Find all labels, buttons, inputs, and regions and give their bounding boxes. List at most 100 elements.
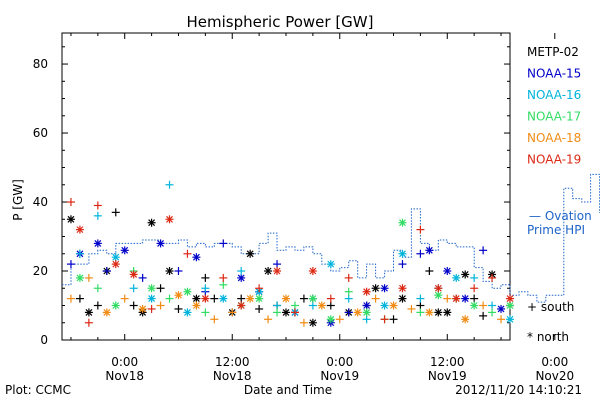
south-point	[219, 280, 228, 289]
south-point	[371, 294, 380, 303]
south-point	[84, 273, 93, 282]
south-point	[497, 315, 506, 324]
north-point	[443, 308, 452, 317]
south-point	[290, 308, 299, 317]
axes: 0204060800:00Nov1812:00Nov180:00Nov1912:…	[33, 32, 574, 383]
south-point	[201, 308, 210, 317]
north-point	[443, 267, 452, 276]
series-noaa-18	[66, 273, 506, 327]
north-point	[147, 284, 156, 293]
ovation-step-line	[62, 173, 600, 303]
x-tick-time: 0:00	[326, 355, 353, 369]
south-point	[237, 294, 246, 303]
north-point	[434, 291, 443, 300]
south-point	[299, 318, 308, 327]
legend-ovation-label: — Ovation	[529, 209, 592, 223]
south-point	[407, 304, 416, 313]
north-point	[192, 294, 201, 303]
south-point	[93, 284, 102, 293]
y-axis-label: P [GW]	[11, 179, 25, 221]
series-noaa-16	[75, 180, 514, 324]
south-point	[165, 294, 174, 303]
data-points	[66, 180, 514, 327]
north-point	[308, 294, 317, 303]
south-point	[174, 267, 183, 276]
south-point	[479, 301, 488, 310]
south-point	[255, 304, 264, 313]
south-point	[66, 294, 75, 303]
footer-timestamp: 2012/11/20 14:10:21	[455, 383, 582, 397]
north-point	[353, 308, 362, 317]
south-point	[201, 284, 210, 293]
south-point	[75, 249, 84, 258]
south-point	[84, 318, 93, 327]
south-point	[228, 308, 237, 317]
y-tick-label: 80	[33, 57, 48, 71]
footer-plot-source: Plot: CCMC	[5, 383, 71, 397]
legend-series-label: NOAA-18	[527, 131, 581, 145]
north-point	[219, 294, 228, 303]
y-tick-label: 40	[33, 195, 48, 209]
south-point	[344, 308, 353, 317]
north-point	[66, 215, 75, 224]
legend-series-label: NOAA-17	[527, 110, 581, 124]
north-point	[246, 249, 255, 258]
south-point	[416, 225, 425, 234]
south-point	[264, 315, 273, 324]
south-point	[416, 294, 425, 303]
south-point	[66, 260, 75, 269]
north-point	[120, 246, 129, 255]
south-point	[488, 301, 497, 310]
south-point	[75, 294, 84, 303]
north-point	[434, 308, 443, 317]
north-point	[461, 270, 470, 279]
south-point	[273, 308, 282, 317]
north-point	[174, 291, 183, 300]
south-point	[479, 311, 488, 320]
north-point	[506, 315, 514, 324]
south-point	[138, 273, 147, 282]
south-point	[174, 304, 183, 313]
legend-series-label: NOAA-16	[527, 88, 581, 102]
x-tick-date: Nov19	[428, 369, 467, 383]
south-point	[120, 294, 129, 303]
north-point	[183, 287, 192, 296]
north-point	[398, 294, 407, 303]
south-point	[470, 294, 479, 303]
north-point	[111, 260, 120, 269]
south-point	[416, 301, 425, 310]
north-point	[398, 218, 407, 227]
south-point	[129, 284, 138, 293]
legend-ovation-label: Prime HPI	[527, 223, 585, 237]
north-point	[461, 294, 470, 303]
south-point	[93, 301, 102, 310]
north-point	[506, 301, 514, 310]
south-point	[102, 267, 111, 276]
legend: METP-02 NOAA-15 NOAA-16 NOAA-17 NOAA-18 NOAA-…	[527, 45, 592, 344]
north-point	[129, 270, 138, 279]
south-point	[210, 294, 219, 303]
south-point	[398, 260, 407, 269]
north-point	[380, 301, 389, 310]
south-point	[299, 294, 308, 303]
north-point	[461, 315, 470, 324]
x-tick-time: 0:00	[541, 355, 568, 369]
north-point	[470, 301, 479, 310]
south-point	[380, 315, 389, 324]
north-point	[111, 253, 120, 262]
south-point	[201, 273, 210, 282]
north-point	[147, 218, 156, 227]
north-point	[371, 284, 380, 293]
x-tick-date: Nov18	[213, 369, 252, 383]
north-point	[192, 253, 201, 262]
south-point	[335, 315, 344, 324]
south-point	[219, 239, 228, 248]
north-point	[75, 225, 84, 234]
south-point	[416, 249, 425, 258]
north-point	[102, 308, 111, 317]
north-point	[452, 294, 461, 303]
x-tick-time: 12:00	[430, 355, 465, 369]
north-point	[362, 301, 371, 310]
